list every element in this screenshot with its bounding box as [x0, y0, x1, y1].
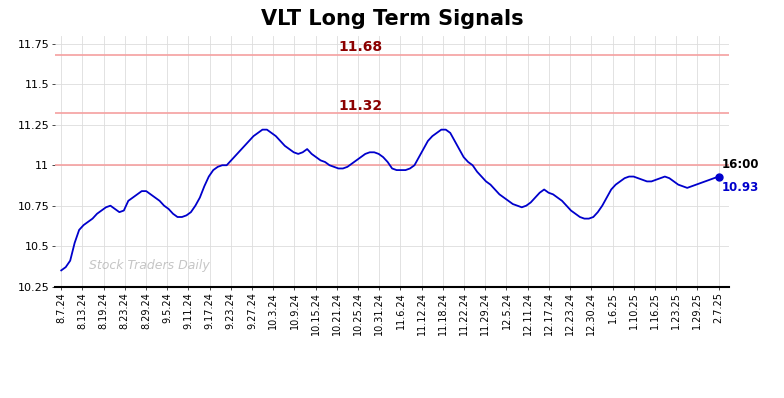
Text: 16:00: 16:00 [722, 158, 759, 171]
Text: 11.68: 11.68 [338, 41, 382, 55]
Text: 10.93: 10.93 [722, 181, 759, 193]
Text: 11.32: 11.32 [338, 99, 382, 113]
Text: Stock Traders Daily: Stock Traders Daily [89, 259, 209, 271]
Title: VLT Long Term Signals: VLT Long Term Signals [261, 9, 523, 29]
